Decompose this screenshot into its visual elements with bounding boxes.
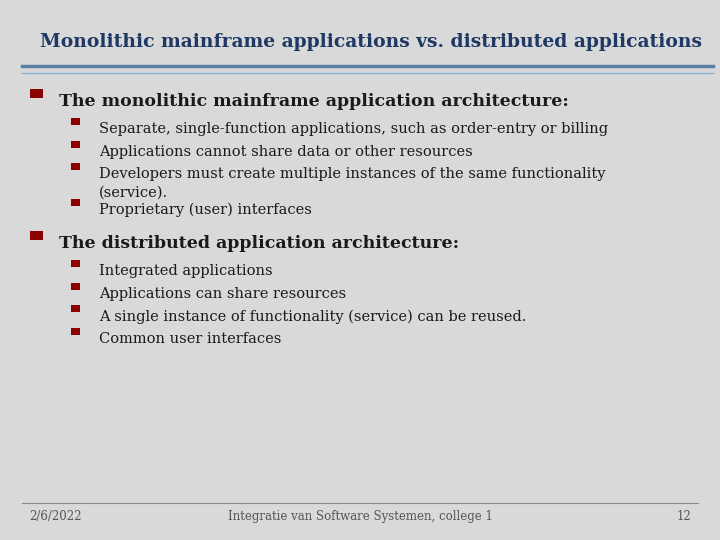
- Text: Integrated applications: Integrated applications: [99, 264, 273, 278]
- Bar: [71, 328, 80, 335]
- Bar: [71, 305, 80, 312]
- Text: The distributed application architecture:: The distributed application architecture…: [59, 235, 459, 252]
- Text: The monolithic mainframe application architecture:: The monolithic mainframe application arc…: [59, 93, 569, 110]
- Text: 12: 12: [677, 510, 691, 523]
- Text: (service).: (service).: [99, 186, 168, 200]
- Text: Separate, single-function applications, such as order-entry or billing: Separate, single-function applications, …: [99, 122, 608, 136]
- Text: Common user interfaces: Common user interfaces: [99, 332, 282, 346]
- Bar: [71, 163, 80, 170]
- Bar: [71, 260, 80, 267]
- Text: Proprietary (user) interfaces: Proprietary (user) interfaces: [99, 203, 312, 217]
- Text: Integratie van Software Systemen, college 1: Integratie van Software Systemen, colleg…: [228, 510, 492, 523]
- Text: Developers must create multiple instances of the same functionality: Developers must create multiple instance…: [99, 167, 606, 181]
- Bar: [71, 140, 80, 147]
- Bar: [30, 231, 43, 240]
- Bar: [71, 199, 80, 206]
- Bar: [30, 89, 43, 98]
- Text: A single instance of functionality (service) can be reused.: A single instance of functionality (serv…: [99, 309, 527, 323]
- Bar: [71, 283, 80, 290]
- Text: Applications cannot share data or other resources: Applications cannot share data or other …: [99, 145, 473, 159]
- Text: Applications can share resources: Applications can share resources: [99, 287, 346, 301]
- Bar: [71, 118, 80, 125]
- Text: Monolithic mainframe applications vs. distributed applications: Monolithic mainframe applications vs. di…: [40, 33, 701, 51]
- Text: 2/6/2022: 2/6/2022: [29, 510, 81, 523]
